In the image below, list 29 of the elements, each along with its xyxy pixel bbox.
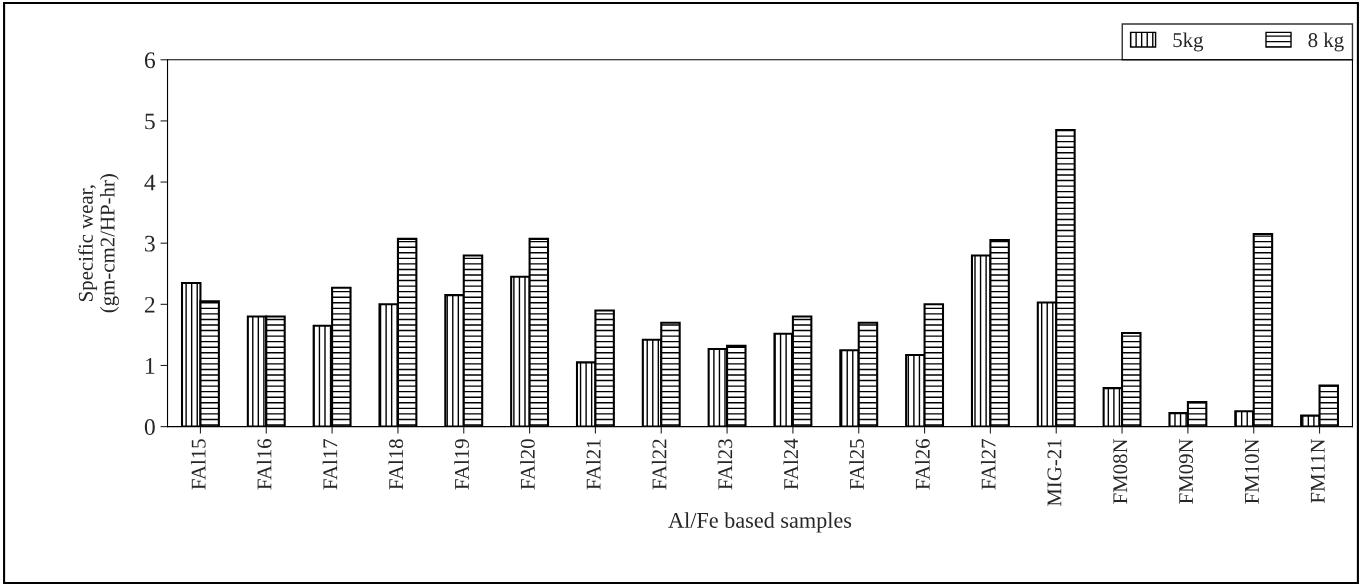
y-tick-label: 5 (145, 113, 155, 130)
x-tick-label: FAl15 (190, 439, 206, 490)
x-tick-label: FM10N (1244, 438, 1259, 504)
y-tick-label: 4 (144, 174, 156, 191)
y-tick-label: 1 (145, 358, 155, 374)
y-tick-label: 6 (144, 52, 156, 69)
x-tick-label: FAl18 (388, 439, 404, 490)
x-tick-label: FAl27 (980, 439, 996, 490)
y-tick-label: 2 (144, 296, 155, 313)
legend-label: 8 kg (1308, 32, 1344, 52)
x-tick-label: FAl20 (520, 439, 535, 490)
x-tick-label: FAl21 (585, 439, 601, 490)
x-tick-label: FAl16 (256, 439, 272, 490)
x-tick-label: FAl26 (915, 439, 930, 490)
x-tick-label: FAl19 (454, 439, 469, 490)
x-axis-title: Al/Fe based samples (668, 512, 852, 533)
x-tick-label: FM11N (1310, 438, 1325, 504)
x-tick-label: FAl23 (717, 439, 733, 490)
x-tick-label: FAl24 (783, 438, 798, 490)
legend-label: 5kg (1173, 32, 1204, 52)
x-tick-label: FAl22 (651, 439, 667, 490)
x-tick-label: FM09N (1179, 438, 1194, 504)
x-tick-label: MIG-21 (1047, 439, 1062, 507)
x-tick-label: FAl17 (322, 439, 338, 490)
x-tick-label: FAl25 (849, 439, 864, 490)
y-tick-label: 0 (144, 419, 155, 436)
y-tick-label: 3 (145, 235, 155, 252)
y-axis-title: Specific wear, (gm-cm2/HP-hr) (77, 174, 119, 313)
x-tick-label: FM08N (1113, 438, 1128, 504)
